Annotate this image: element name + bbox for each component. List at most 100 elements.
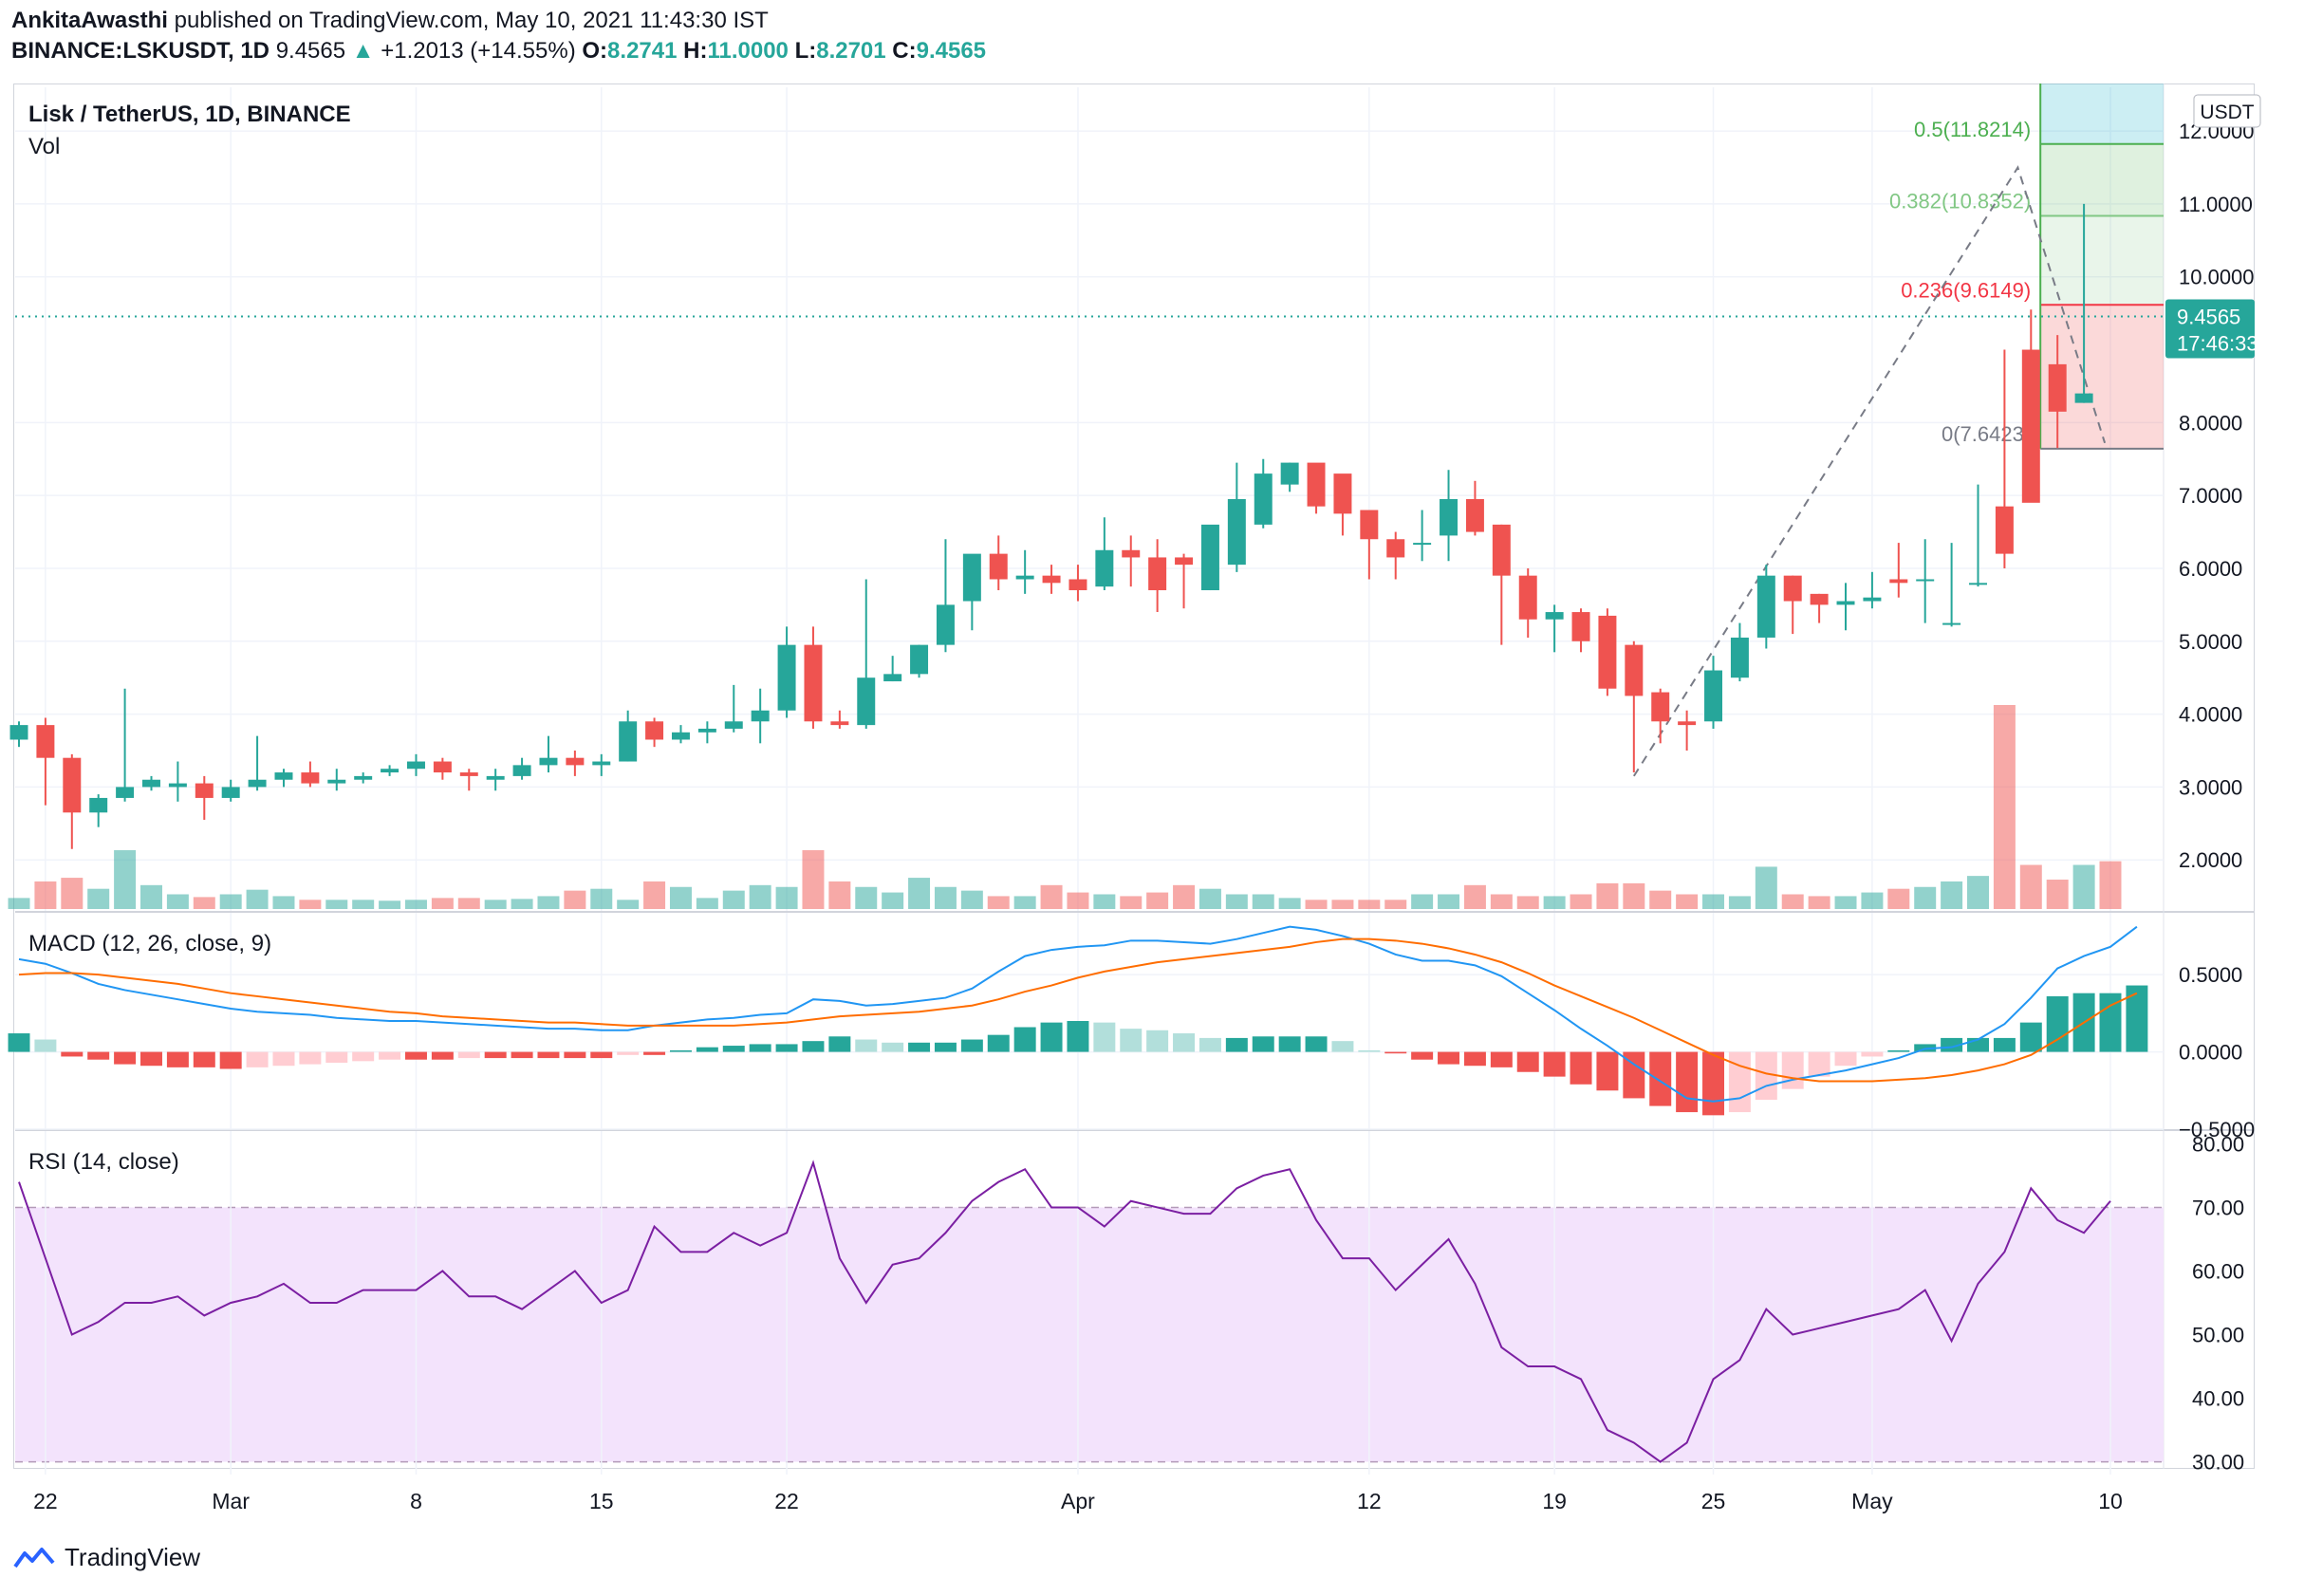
volume-bar[interactable] — [1649, 890, 1672, 909]
macd-histogram-bar[interactable] — [1728, 1051, 1751, 1113]
macd-histogram-bar[interactable] — [1411, 1051, 1434, 1060]
candle[interactable] — [1254, 458, 1273, 529]
macd-histogram-bar[interactable] — [484, 1051, 507, 1059]
volume-bar[interactable] — [299, 900, 322, 909]
candle[interactable] — [1704, 656, 1723, 729]
candle[interactable] — [1889, 543, 1908, 598]
volume-bar[interactable] — [590, 888, 613, 909]
candle[interactable] — [301, 761, 320, 788]
candle[interactable] — [433, 757, 452, 780]
candle[interactable] — [36, 717, 55, 806]
candle[interactable] — [697, 721, 716, 744]
candle[interactable] — [2021, 309, 2040, 503]
volume-bar[interactable] — [722, 890, 745, 909]
candle[interactable] — [857, 579, 876, 729]
volume-bar[interactable] — [828, 881, 851, 909]
macd-histogram-bar[interactable] — [431, 1051, 454, 1060]
macd-histogram-bar[interactable] — [1887, 1049, 1910, 1052]
candle-body[interactable] — [36, 725, 55, 758]
candle[interactable] — [1095, 517, 1114, 591]
candle[interactable] — [1756, 565, 1775, 649]
candle-body[interactable] — [1942, 622, 1961, 625]
candle-body[interactable] — [539, 757, 558, 766]
macd-histogram-bar[interactable] — [1463, 1051, 1486, 1067]
volume-bar[interactable] — [2046, 880, 2069, 909]
macd-histogram-bar[interactable] — [246, 1051, 269, 1067]
candle-body[interactable] — [1836, 601, 1855, 605]
macd-histogram-bar[interactable] — [855, 1039, 878, 1052]
volume-bar[interactable] — [908, 878, 931, 909]
volume-bar[interactable] — [484, 900, 507, 909]
candle[interactable] — [1068, 565, 1087, 602]
volume-bar[interactable] — [1596, 882, 1619, 909]
macd-histogram-bar[interactable] — [1649, 1051, 1672, 1106]
volume-bar[interactable] — [246, 889, 269, 909]
volume-bar[interactable] — [8, 898, 30, 909]
volume-bar[interactable] — [166, 894, 189, 909]
candle[interactable] — [989, 535, 1008, 591]
candle[interactable] — [539, 735, 558, 773]
candle[interactable] — [619, 710, 638, 762]
candle[interactable] — [1280, 462, 1299, 492]
candle[interactable] — [1518, 567, 1537, 638]
macd-histogram-bar[interactable] — [1834, 1051, 1857, 1067]
volume-bar[interactable] — [1914, 886, 1937, 909]
volume-bar[interactable] — [934, 886, 957, 909]
candle[interactable] — [2048, 335, 2067, 449]
candle-body[interactable] — [9, 725, 28, 740]
macd-histogram-bar[interactable] — [2099, 993, 2122, 1052]
volume-bar[interactable] — [1781, 894, 1804, 909]
macd-histogram-bar[interactable] — [325, 1051, 348, 1063]
macd-histogram-bar[interactable] — [2126, 985, 2148, 1052]
candle[interactable] — [936, 539, 955, 653]
volume-bar[interactable] — [1225, 894, 1248, 909]
macd-histogram-bar[interactable] — [1808, 1051, 1830, 1077]
volume-bar[interactable] — [1623, 882, 1645, 909]
volume-bar[interactable] — [1702, 894, 1725, 909]
volume-bar[interactable] — [193, 897, 215, 909]
volume-bar[interactable] — [1728, 896, 1751, 909]
volume-bar[interactable] — [1834, 896, 1857, 909]
candle-body[interactable] — [1518, 575, 1537, 620]
macd-histogram-bar[interactable] — [140, 1051, 162, 1067]
macd-histogram-bar[interactable] — [1173, 1033, 1196, 1052]
volume-bar[interactable] — [643, 881, 666, 909]
candle[interactable] — [566, 751, 585, 776]
volume-bar[interactable] — [114, 850, 137, 909]
macd-histogram-bar[interactable] — [1702, 1051, 1725, 1116]
macd-histogram-bar[interactable] — [1278, 1036, 1301, 1052]
candle[interactable] — [830, 710, 849, 729]
volume-bar[interactable] — [1040, 884, 1063, 909]
candle-body[interactable] — [1625, 644, 1644, 696]
fib-trend-line[interactable] — [1632, 165, 2107, 777]
candle[interactable] — [1730, 622, 1749, 682]
volume-bar[interactable] — [140, 884, 162, 909]
macd-histogram-bar[interactable] — [802, 1041, 825, 1052]
candle-body[interactable] — [1280, 462, 1299, 485]
macd-histogram-bar[interactable] — [352, 1051, 375, 1062]
candle-body[interactable] — [1492, 524, 1511, 576]
candle-body[interactable] — [354, 775, 373, 780]
macd-histogram-bar[interactable] — [1570, 1051, 1592, 1085]
macd-histogram-bar[interactable] — [1358, 1049, 1381, 1052]
candle[interactable] — [1360, 510, 1379, 580]
candle-body[interactable] — [89, 797, 108, 813]
candle-body[interactable] — [1042, 575, 1061, 584]
macd-histogram-bar[interactable] — [8, 1033, 30, 1052]
candle[interactable] — [248, 735, 267, 791]
volume-bar[interactable] — [564, 890, 586, 909]
candle-body[interactable] — [724, 721, 743, 729]
volume-bar[interactable] — [1198, 888, 1221, 909]
candle-body[interactable] — [910, 644, 929, 675]
candle[interactable] — [1042, 565, 1061, 594]
volume-bar[interactable] — [1067, 892, 1089, 909]
volume-bar[interactable] — [34, 881, 57, 909]
macd-histogram-bar[interactable] — [1331, 1041, 1354, 1052]
candle-body[interactable] — [777, 644, 796, 711]
candle-body[interactable] — [1413, 543, 1432, 546]
candle[interactable] — [1598, 608, 1617, 696]
candle-body[interactable] — [1889, 579, 1908, 584]
candle[interactable] — [1916, 539, 1935, 623]
candle-body[interactable] — [645, 721, 664, 740]
candle[interactable] — [1465, 480, 1484, 536]
